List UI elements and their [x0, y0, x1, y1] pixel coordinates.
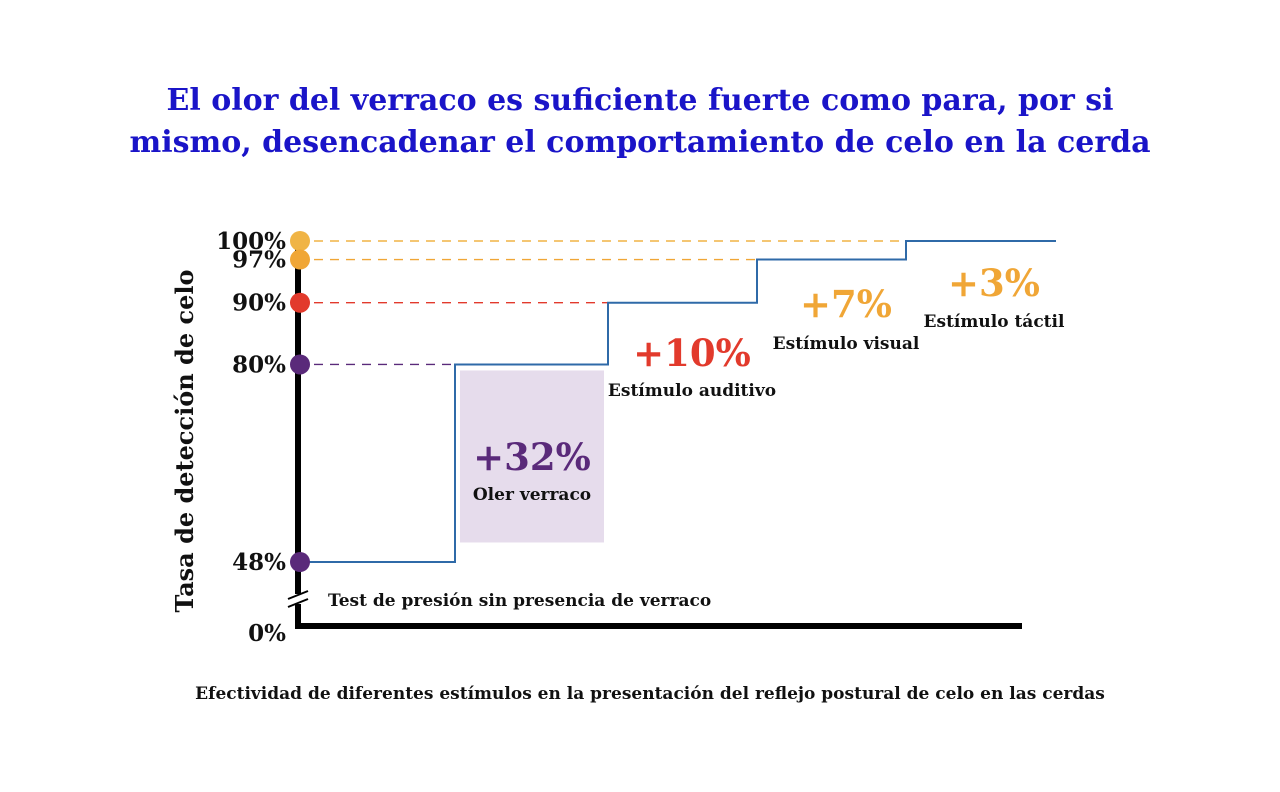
y-tick-dot-80 — [290, 354, 310, 375]
step-label-2: Estímulo auditivo — [608, 381, 776, 401]
axis-break-mark-2 — [287, 598, 309, 608]
step-gain-1: +32% — [473, 435, 591, 479]
x-axis-label: Efectividad de diferentes estímulos en l… — [195, 684, 1105, 704]
chart-title-line-2: mismo, desencadenar el comportamiento de… — [129, 125, 1151, 160]
step-label-4: Estímulo táctil — [924, 312, 1065, 332]
step-label-1: Oler verraco — [473, 485, 591, 505]
baseline-label: Test de presión sin presencia de verraco — [328, 591, 711, 611]
y-tick-dot-48 — [290, 552, 310, 572]
y-tick-label-48: 48% — [232, 549, 286, 576]
y-tick-label-0: 0% — [248, 620, 286, 647]
step-gain-2: +10% — [633, 331, 751, 375]
step-label-3: Estímulo visual — [773, 334, 920, 354]
step-gain-4: +3% — [948, 261, 1040, 305]
y-tick-label-90: 90% — [232, 290, 286, 317]
y-tick-dot-97 — [290, 249, 310, 270]
y-tick-dot-90 — [290, 292, 310, 313]
chart-title-line-1: El olor del verraco es suficiente fuerte… — [166, 83, 1114, 118]
step-line — [298, 240, 1056, 563]
y-tick-label-100: 100% — [216, 228, 286, 255]
chart-title: El olor del verraco es suficiente fuerte… — [90, 80, 1190, 164]
y-axis-label: Tasa de detección de celo — [170, 270, 199, 613]
highlight-box-step-1 — [460, 370, 604, 543]
axis-break-mark-1 — [287, 590, 309, 600]
y-tick-label-97: 97% — [232, 247, 286, 274]
y-tick-dot-100 — [290, 231, 310, 251]
step-gain-3: +7% — [800, 282, 892, 326]
y-tick-label-80: 80% — [232, 351, 286, 378]
